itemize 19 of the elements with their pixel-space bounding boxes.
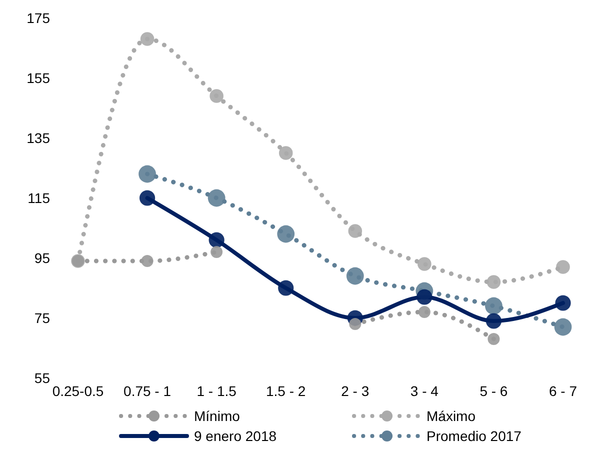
x-tick-label: 0.25-0.5 bbox=[52, 382, 104, 399]
x-tick-label: 6 - 7 bbox=[548, 382, 578, 399]
x-tick-label: 1.5 - 2 bbox=[266, 382, 306, 399]
legend-label: Máximo bbox=[426, 408, 476, 424]
x-tick-label: 1 - 1.5 bbox=[196, 382, 237, 399]
y-tick-label: 75 bbox=[34, 310, 50, 326]
y-tick-label: 135 bbox=[26, 130, 50, 146]
legend-label: Promedio 2017 bbox=[426, 428, 522, 444]
x-tick-label: 5 - 6 bbox=[480, 382, 508, 399]
y-tick-label: 95 bbox=[34, 250, 50, 266]
y-tick-label: 115 bbox=[28, 190, 50, 206]
y-tick-label: 155 bbox=[26, 70, 50, 86]
x-tick-label: 0.75 - 1 bbox=[124, 382, 172, 399]
legend-label: 9 enero 2018 bbox=[194, 428, 277, 444]
x-tick-label: 2 - 3 bbox=[341, 382, 370, 399]
x-tick-label: 3 - 4 bbox=[410, 382, 439, 399]
y-tick-label: 175 bbox=[26, 10, 50, 26]
y-tick-label: 55 bbox=[34, 370, 50, 386]
legend-label: Mínimo bbox=[194, 408, 240, 424]
